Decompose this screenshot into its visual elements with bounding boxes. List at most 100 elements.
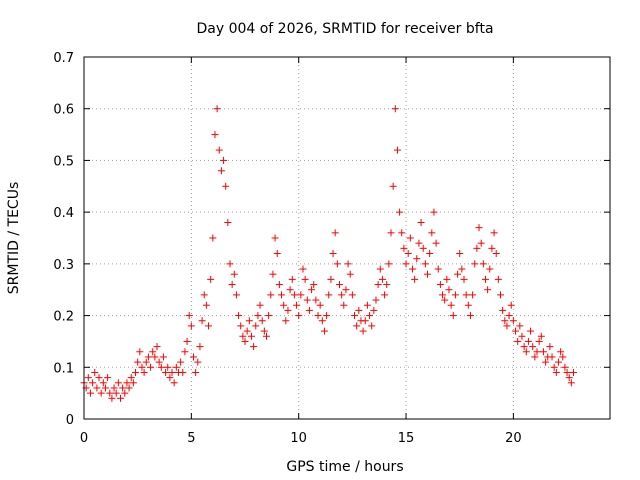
data-point <box>151 353 159 361</box>
data-point <box>140 368 148 376</box>
data-point <box>561 363 569 371</box>
data-point <box>299 265 307 273</box>
data-point <box>353 322 361 330</box>
data-point <box>110 384 118 392</box>
data-point <box>524 337 532 345</box>
data-point <box>554 358 562 366</box>
data-point <box>91 368 99 376</box>
data-point <box>351 312 359 320</box>
data-point <box>226 260 234 268</box>
data-point <box>205 322 213 330</box>
data-point <box>428 229 436 237</box>
data-point <box>415 239 423 247</box>
data-point <box>187 322 195 330</box>
data-point <box>232 291 240 299</box>
data-point <box>486 265 494 273</box>
data-point <box>411 275 419 283</box>
data-point <box>262 332 270 340</box>
data-point <box>391 105 399 113</box>
data-point <box>239 332 247 340</box>
data-point <box>189 353 197 361</box>
data-point <box>344 260 352 268</box>
data-point <box>342 286 350 294</box>
data-point <box>333 260 341 268</box>
data-point <box>372 296 380 304</box>
data-point <box>363 301 371 309</box>
data-point <box>213 105 221 113</box>
data-point <box>170 379 178 387</box>
data-point <box>209 234 217 242</box>
data-point <box>235 312 243 320</box>
data-point <box>400 244 408 252</box>
data-point <box>183 337 191 345</box>
data-point <box>323 312 331 320</box>
data-point <box>563 368 571 376</box>
data-point <box>106 389 114 397</box>
data-point <box>104 374 112 382</box>
data-point <box>164 363 172 371</box>
data-point <box>194 358 202 366</box>
data-point <box>522 348 530 356</box>
data-point <box>552 368 560 376</box>
data-point <box>370 306 378 314</box>
data-point <box>267 291 275 299</box>
data-points <box>80 105 578 402</box>
x-tick-label: 0 <box>80 431 88 446</box>
data-point <box>228 281 236 289</box>
data-point <box>417 218 425 226</box>
axis-ticks: 0 0.1 0.2 0.3 0.4 0.5 0.6 0.7 0 5 10 15 20 <box>53 51 610 446</box>
data-point <box>254 312 262 320</box>
data-point <box>192 368 200 376</box>
data-point <box>116 394 124 402</box>
data-point <box>533 348 541 356</box>
data-point <box>286 286 294 294</box>
data-point <box>475 224 483 232</box>
data-point <box>490 229 498 237</box>
data-point <box>368 322 376 330</box>
x-tick-label: 10 <box>290 431 307 446</box>
data-point <box>535 337 543 345</box>
data-point <box>424 270 432 278</box>
data-point <box>539 348 547 356</box>
data-point <box>430 208 438 216</box>
data-point <box>406 234 414 242</box>
data-point <box>250 343 258 351</box>
data-point <box>181 348 189 356</box>
y-tick-label: 0.4 <box>53 206 74 221</box>
x-tick-label: 5 <box>187 431 195 446</box>
data-point <box>136 348 144 356</box>
data-point <box>473 244 481 252</box>
data-point <box>220 156 228 164</box>
data-point <box>256 301 264 309</box>
data-point <box>196 343 204 351</box>
data-point <box>426 250 434 258</box>
x-tick-label: 20 <box>505 431 522 446</box>
data-point <box>516 322 524 330</box>
data-point <box>335 281 343 289</box>
data-point <box>331 229 339 237</box>
data-point <box>314 312 322 320</box>
y-tick-label: 0.3 <box>53 258 74 273</box>
data-point <box>497 291 505 299</box>
data-point <box>202 301 210 309</box>
data-point <box>166 374 174 382</box>
data-point <box>211 131 219 139</box>
data-point <box>308 286 316 294</box>
data-point <box>129 379 137 387</box>
y-tick-label: 0.6 <box>53 103 74 118</box>
data-point <box>507 301 515 309</box>
data-point <box>278 291 286 299</box>
data-point <box>454 270 462 278</box>
data-point <box>501 317 509 325</box>
data-point <box>548 353 556 361</box>
chart-title: Day 004 of 2026, SRMTID for receiver bft… <box>196 21 493 37</box>
data-point <box>393 146 401 154</box>
data-point <box>207 275 215 283</box>
data-point <box>509 317 517 325</box>
y-tick-label: 0.2 <box>53 310 74 325</box>
data-point <box>99 379 107 387</box>
data-point <box>273 250 281 258</box>
data-point <box>177 358 185 366</box>
